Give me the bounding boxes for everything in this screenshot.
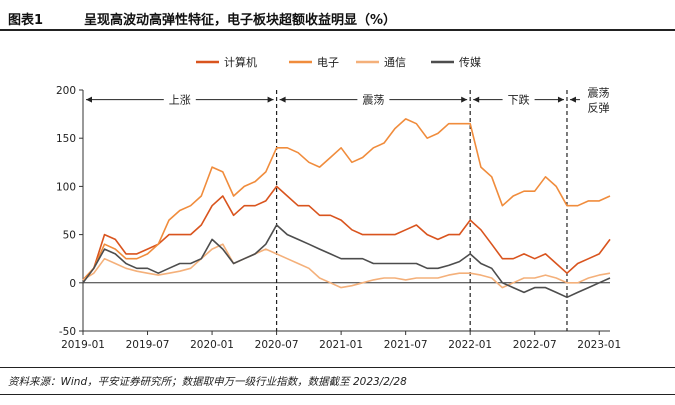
chart-legend: 计算机 电子 通信 传媒 xyxy=(196,55,481,69)
y-tick-label: 150 xyxy=(56,133,76,145)
phase-label: 反弹 xyxy=(587,101,609,115)
y-tick-label: 100 xyxy=(56,181,76,193)
phase-arrow-head xyxy=(569,96,576,103)
phase-arrow-head xyxy=(267,96,274,103)
y-tick-label: 50 xyxy=(63,230,76,242)
x-tick-label: 2022-01 xyxy=(448,339,492,351)
x-tick-label: 2019-01 xyxy=(61,339,105,351)
phase-arrow-head xyxy=(473,96,480,103)
y-tick-label: 200 xyxy=(56,85,76,97)
data-source-note: 资料来源：Wind，平安证券研究所；数据取申万一级行业指数，数据截至 2023/… xyxy=(8,376,407,388)
phase-arrow-head xyxy=(461,96,468,103)
x-tick-label: 2021-01 xyxy=(319,339,363,351)
chart-series xyxy=(82,118,611,299)
phase-label: 上涨 xyxy=(169,94,191,107)
legend-label: 传媒 xyxy=(459,56,481,69)
series-line xyxy=(82,118,611,281)
series-line xyxy=(82,185,611,281)
figure-title-bar: 图表1 呈现高波动高弹性特征，电子板块超额收益明显（%） xyxy=(0,0,675,31)
series-line xyxy=(82,243,611,289)
y-tick-label: 0 xyxy=(69,278,76,290)
x-tick-label: 2020-01 xyxy=(190,339,234,351)
y-tick-label: -50 xyxy=(59,326,76,338)
phase-arrow-head xyxy=(86,96,92,103)
figure-footer: 资料来源：Wind，平安证券研究所；数据取申万一级行业指数，数据截至 2023/… xyxy=(0,367,675,395)
x-tick-label: 2020-07 xyxy=(255,339,299,351)
phase-label: 下跌 xyxy=(508,93,530,107)
chart-axes: -50 0 50 100 150 200 2019-01 2019-07 2020-01 2020… xyxy=(56,85,621,351)
phase-label: 震荡 xyxy=(587,87,609,100)
series-line xyxy=(82,224,611,299)
figure-number: 图表1 xyxy=(8,13,44,28)
x-tick-label: 2021-07 xyxy=(384,339,428,351)
phase-dividers xyxy=(275,90,568,331)
x-tick-label: 2019-07 xyxy=(126,339,170,351)
legend-label: 通信 xyxy=(384,56,406,69)
phase-label: 震荡 xyxy=(362,94,384,107)
phase-arrow-head xyxy=(279,96,286,103)
legend-label: 电子 xyxy=(317,56,339,69)
figure-title: 呈现高波动高弹性特征，电子板块超额收益明显（%） xyxy=(84,13,397,28)
x-tick-label: 2022-07 xyxy=(513,339,557,351)
legend-label: 计算机 xyxy=(224,55,257,69)
phase-arrow-head xyxy=(557,96,564,103)
x-tick-label: 2023-01 xyxy=(577,339,621,351)
